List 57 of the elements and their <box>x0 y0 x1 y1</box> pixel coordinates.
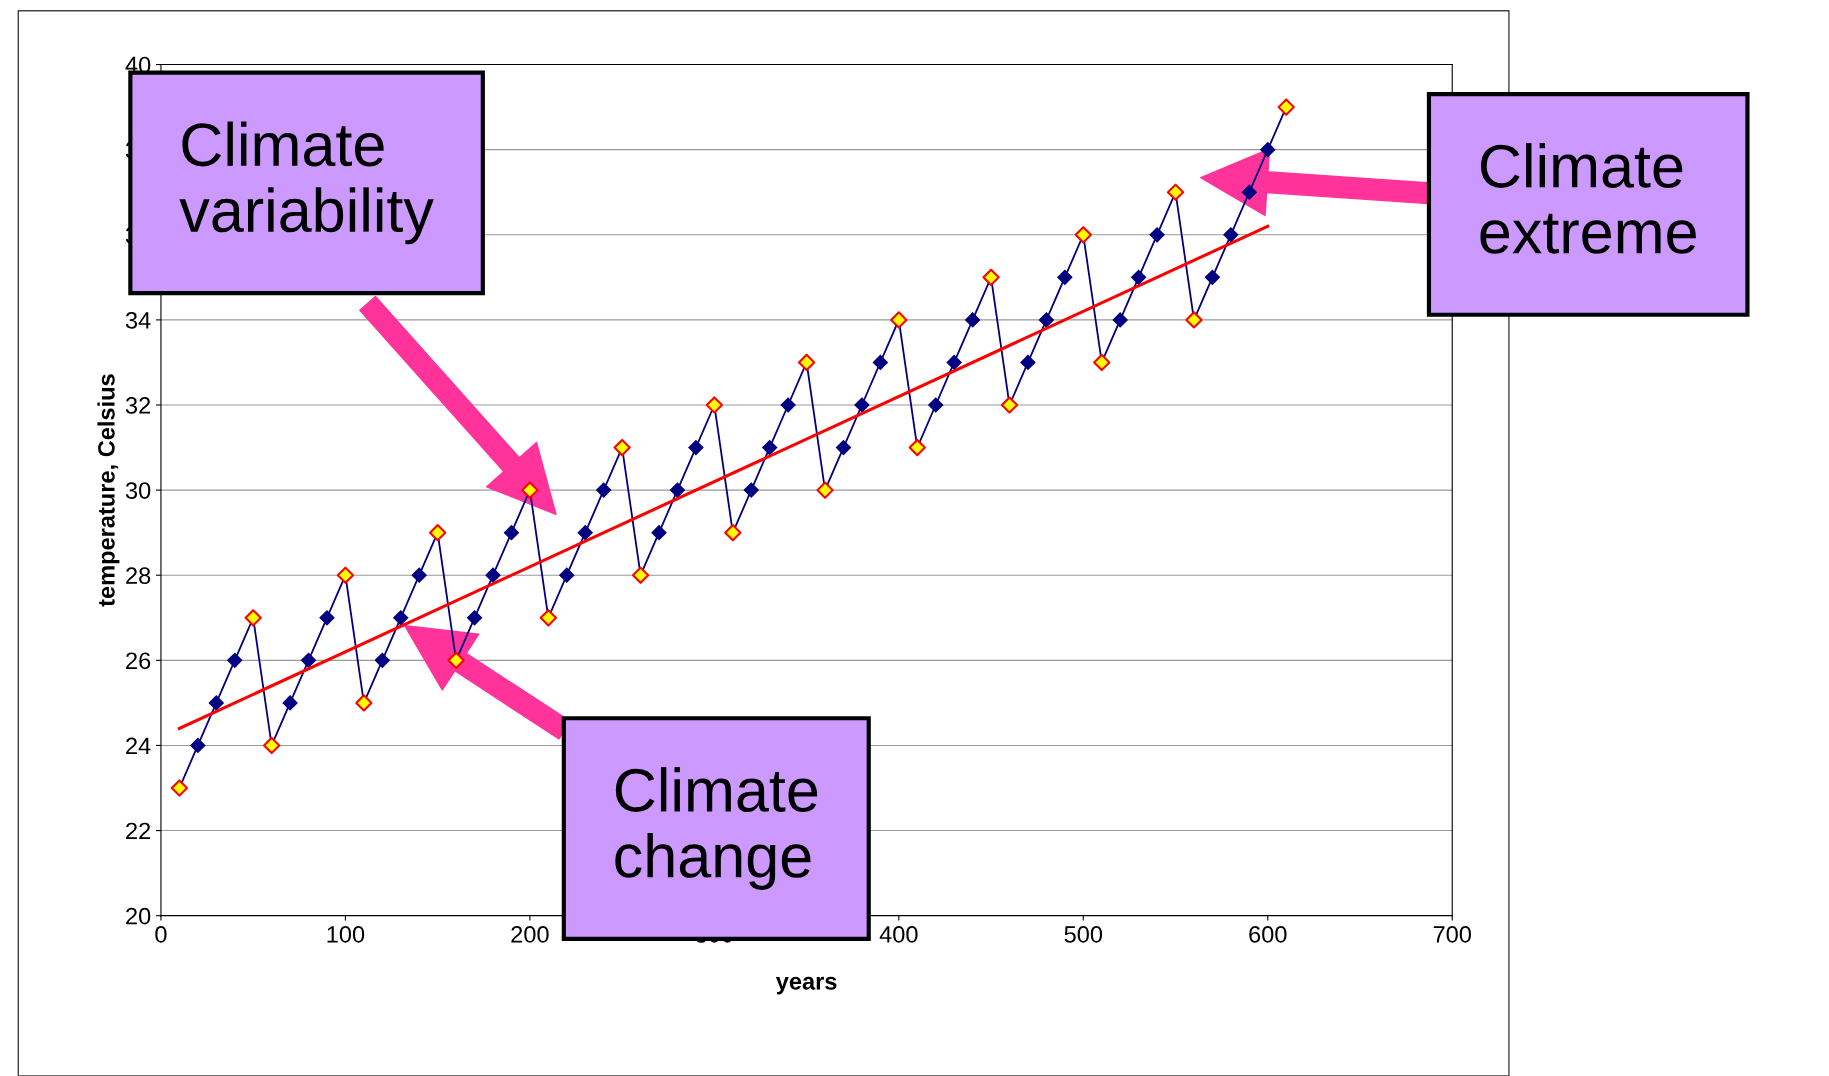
point <box>1038 312 1054 328</box>
point <box>319 610 335 626</box>
point <box>577 525 593 541</box>
x-tick-label: 100 <box>327 926 365 943</box>
point <box>1131 269 1147 285</box>
y-tick-label: 26 <box>126 652 151 670</box>
point <box>835 439 852 456</box>
annotation: Climate variability <box>179 121 434 245</box>
y-axis-title: temperature, Celsius <box>97 374 120 607</box>
point <box>190 737 206 754</box>
point <box>1223 227 1239 243</box>
point <box>1112 312 1128 328</box>
point <box>411 567 427 583</box>
point <box>374 652 390 668</box>
point <box>596 482 612 498</box>
y-tick-label: 32 <box>125 397 151 414</box>
x-tick-label: 600 <box>1249 926 1287 943</box>
point <box>965 312 981 328</box>
point <box>669 482 686 498</box>
x-tick-label: 400 <box>879 926 918 943</box>
point <box>393 610 409 626</box>
point <box>282 695 298 711</box>
point <box>1057 269 1073 285</box>
point <box>227 652 243 668</box>
x-axis-title: years <box>775 976 837 995</box>
point <box>466 610 483 626</box>
y-tick-label: 30 <box>125 482 151 499</box>
y-tick-label: 24 <box>126 737 151 755</box>
point <box>1020 354 1036 371</box>
x-tick-label: 200 <box>511 926 549 943</box>
point <box>743 482 759 498</box>
point <box>928 397 944 413</box>
annotation: Climate change <box>615 767 818 890</box>
y-tick-label: 20 <box>126 907 151 925</box>
text: Climate extreme <box>1480 143 1696 254</box>
point <box>1149 227 1165 243</box>
point <box>854 397 870 413</box>
point <box>946 354 962 371</box>
y-tick-label: 28 <box>126 567 151 585</box>
point <box>1260 142 1276 158</box>
point <box>651 525 667 541</box>
point <box>762 439 778 456</box>
y-tick-label: 34 <box>125 311 151 329</box>
x-tick-label: 500 <box>1064 926 1103 943</box>
point <box>485 567 501 583</box>
point <box>780 397 796 413</box>
point <box>688 439 704 456</box>
point <box>559 567 575 583</box>
point <box>503 525 520 541</box>
x-tick-label: 700 <box>1433 926 1471 943</box>
point <box>1241 184 1257 200</box>
point <box>300 652 317 668</box>
x-tick-label: 0 <box>155 926 167 943</box>
y-tick-label: 22 <box>126 822 151 840</box>
point <box>208 695 224 711</box>
point <box>872 354 888 371</box>
point <box>1204 269 1220 285</box>
